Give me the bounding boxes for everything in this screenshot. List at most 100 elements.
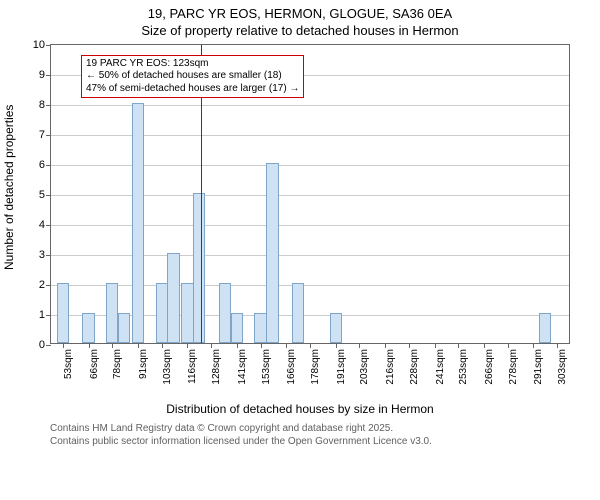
x-tick: [162, 343, 163, 348]
x-tick-label: 278sqm: [508, 349, 519, 385]
histogram-bar: [106, 283, 118, 343]
y-tick-label: 10: [33, 39, 45, 51]
x-tick-label: 253sqm: [458, 349, 469, 385]
x-tick-label: 116sqm: [187, 349, 198, 384]
x-tick-label: 91sqm: [138, 349, 149, 379]
y-tick: [46, 195, 51, 196]
grid-line: [51, 195, 569, 196]
x-tick-label: 128sqm: [211, 349, 222, 385]
x-tick: [385, 343, 386, 348]
x-tick: [138, 343, 139, 348]
x-tick-label: 216sqm: [385, 349, 396, 385]
x-tick-label: 203sqm: [359, 349, 370, 385]
y-tick: [46, 135, 51, 136]
x-tick-label: 191sqm: [336, 349, 347, 385]
x-tick: [557, 343, 558, 348]
x-tick-label: 166sqm: [286, 349, 297, 385]
y-tick: [46, 315, 51, 316]
x-tick: [508, 343, 509, 348]
chart-title: 19, PARC YR EOS, HERMON, GLOGUE, SA36 0E…: [0, 0, 600, 40]
histogram-bar: [539, 313, 551, 343]
x-tick-label: 141sqm: [237, 349, 248, 385]
x-tick: [484, 343, 485, 348]
x-tick-label: 178sqm: [310, 349, 321, 385]
x-tick: [359, 343, 360, 348]
y-tick-label: 2: [39, 279, 45, 291]
grid-line: [51, 285, 569, 286]
x-tick: [112, 343, 113, 348]
title-line-1: 19, PARC YR EOS, HERMON, GLOGUE, SA36 0E…: [0, 6, 600, 23]
y-axis-label: Number of detached properties: [2, 104, 16, 269]
histogram-bar: [254, 313, 266, 343]
y-tick: [46, 285, 51, 286]
histogram-bar: [132, 103, 144, 343]
footer-line-1: Contains HM Land Registry data © Crown c…: [50, 422, 600, 436]
histogram-bar: [219, 283, 231, 343]
y-tick: [46, 345, 51, 346]
y-tick: [46, 75, 51, 76]
histogram-bar: [330, 313, 342, 343]
x-tick: [286, 343, 287, 348]
grid-line: [51, 105, 569, 106]
y-tick-label: 5: [39, 189, 45, 201]
histogram-bar: [156, 283, 168, 343]
x-tick: [310, 343, 311, 348]
histogram-bar: [181, 283, 193, 343]
title-line-2: Size of property relative to detached ho…: [0, 23, 600, 40]
x-tick: [409, 343, 410, 348]
x-tick-label: 153sqm: [261, 349, 272, 385]
attribution-footer: Contains HM Land Registry data © Crown c…: [0, 416, 600, 449]
annotation-line: 47% of semi-detached houses are larger (…: [86, 83, 299, 96]
x-axis-label: Distribution of detached houses by size …: [0, 402, 600, 416]
histogram-bar: [82, 313, 94, 343]
grid-line: [51, 135, 569, 136]
y-tick-label: 4: [39, 219, 45, 231]
y-tick: [46, 255, 51, 256]
y-tick-label: 1: [39, 309, 45, 321]
grid-line: [51, 165, 569, 166]
y-tick-label: 9: [39, 69, 45, 81]
y-tick-label: 6: [39, 159, 45, 171]
y-tick: [46, 225, 51, 226]
y-tick: [46, 105, 51, 106]
x-tick: [261, 343, 262, 348]
plot-region: 01234567891053sqm66sqm78sqm91sqm103sqm11…: [50, 44, 570, 344]
x-tick-label: 291sqm: [533, 349, 544, 385]
grid-line: [51, 225, 569, 226]
x-tick-label: 103sqm: [162, 349, 173, 385]
x-tick: [435, 343, 436, 348]
x-tick-label: 78sqm: [112, 349, 123, 379]
x-tick-label: 303sqm: [557, 349, 568, 385]
x-tick: [336, 343, 337, 348]
histogram-bar: [167, 253, 179, 343]
x-tick-label: 53sqm: [63, 349, 74, 379]
x-tick-label: 241sqm: [435, 349, 446, 385]
histogram-bar: [231, 313, 243, 343]
x-tick: [211, 343, 212, 348]
x-tick: [187, 343, 188, 348]
y-tick: [46, 45, 51, 46]
x-tick: [63, 343, 64, 348]
histogram-bar: [57, 283, 69, 343]
footer-line-2: Contains public sector information licen…: [50, 435, 600, 449]
histogram-bar: [193, 193, 205, 343]
x-tick: [533, 343, 534, 348]
histogram-bar: [118, 313, 130, 343]
annotation-line: ← 50% of detached houses are smaller (18…: [86, 70, 299, 83]
y-tick: [46, 165, 51, 166]
y-tick-label: 0: [39, 339, 45, 351]
x-tick-label: 266sqm: [484, 349, 495, 385]
x-tick: [237, 343, 238, 348]
x-tick-label: 66sqm: [89, 349, 100, 379]
x-tick-label: 228sqm: [409, 349, 420, 385]
y-tick-label: 3: [39, 249, 45, 261]
y-tick-label: 8: [39, 99, 45, 111]
x-tick: [458, 343, 459, 348]
y-tick-label: 7: [39, 129, 45, 141]
annotation-box: 19 PARC YR EOS: 123sqm← 50% of detached …: [81, 55, 304, 99]
grid-line: [51, 255, 569, 256]
annotation-line: 19 PARC YR EOS: 123sqm: [86, 58, 299, 71]
histogram-bar: [292, 283, 304, 343]
histogram-bar: [266, 163, 278, 343]
chart-area: Number of detached properties 0123456789…: [0, 40, 600, 400]
